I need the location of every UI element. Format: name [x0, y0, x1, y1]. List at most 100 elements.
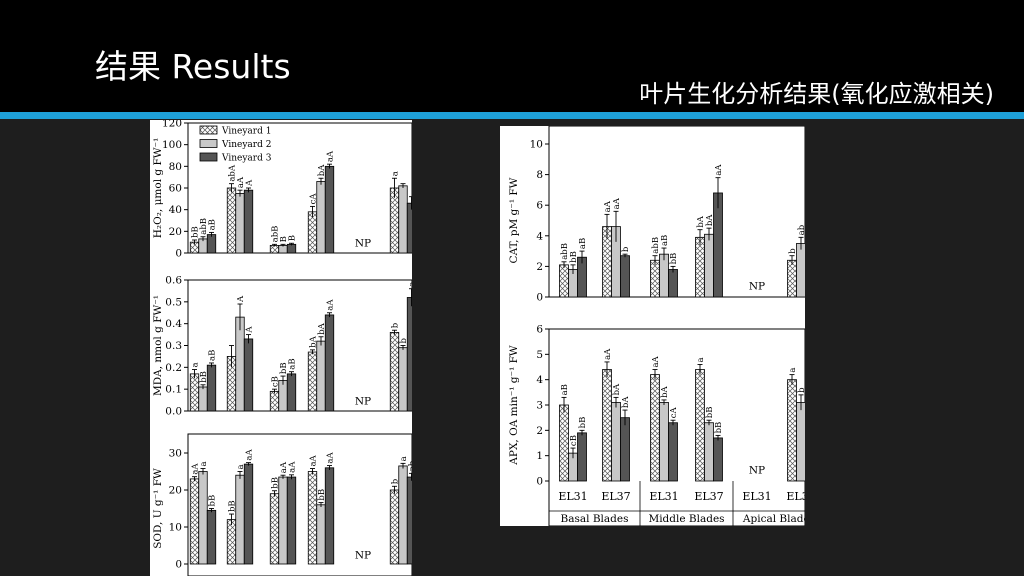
- bar: [602, 369, 612, 482]
- data-label: b: [399, 338, 409, 344]
- np-label: NP: [355, 238, 371, 250]
- slide-subtitle: 叶片生化分析结果(氧化应激相关): [639, 80, 994, 108]
- bar: [406, 202, 412, 254]
- bar: [787, 379, 797, 482]
- data-label: a: [199, 461, 209, 466]
- bar: [620, 417, 630, 482]
- x-tick-label: EL37: [601, 490, 630, 503]
- y-tick-label: 0: [536, 292, 543, 304]
- plot-frame: [548, 328, 805, 526]
- bar: [286, 373, 297, 412]
- bar: [286, 243, 297, 254]
- right-figure-panel: 0 2 4 6 8 10 CAT, pM g⁻¹ FW abB aA abB bA b bB aA aB bA…: [500, 126, 805, 526]
- bar: [198, 386, 208, 412]
- data-label: aB: [578, 238, 588, 249]
- y-tick-label: 5: [536, 349, 543, 361]
- data-label: bA: [660, 385, 670, 397]
- data-label: ab: [408, 460, 413, 471]
- header-accent-bar: [0, 112, 1024, 119]
- bar: [316, 504, 326, 565]
- data-label: bB: [271, 477, 281, 489]
- bar: [796, 243, 805, 298]
- data-label: aA: [236, 176, 246, 188]
- y-tick-label: 20: [169, 226, 182, 238]
- y-tick-label: 40: [169, 204, 182, 216]
- data-label: aA: [603, 348, 613, 360]
- bar: [796, 402, 805, 482]
- chart-cat: 0 2 4 6 8 10 CAT, pM g⁻¹ FW abB aA abB bA b bB aA aB bA…: [508, 126, 805, 304]
- bar: [278, 380, 288, 412]
- bar: [659, 402, 669, 482]
- bar: [695, 369, 705, 482]
- bar: [269, 245, 280, 254]
- bar: [316, 340, 326, 412]
- bar: [559, 264, 569, 298]
- bar: [559, 404, 569, 482]
- data-label: aB: [288, 358, 298, 369]
- y-tick-label: 10: [530, 139, 543, 151]
- y-tick-label: 0.5: [165, 296, 182, 308]
- data-label: aA: [603, 200, 613, 212]
- data-label: b: [788, 248, 798, 254]
- data-label: ab: [797, 224, 805, 235]
- y-axis-label: CAT, pM g⁻¹ FW: [508, 177, 520, 263]
- y-axis-label: SOD, U g⁻¹ FW: [152, 468, 164, 549]
- y-tick-label: 6: [536, 324, 543, 336]
- x-tick-label: EL31: [649, 490, 678, 503]
- data-label: abA: [228, 164, 238, 182]
- data-label: B: [279, 236, 289, 242]
- bar: [659, 253, 669, 298]
- bar: [398, 465, 408, 565]
- bar: [198, 471, 208, 565]
- data-label: bB: [569, 251, 579, 263]
- data-label: a: [408, 282, 413, 287]
- data-label: aA: [288, 461, 298, 473]
- group-label: Middle Blades: [648, 513, 724, 525]
- y-tick-label: 0.4: [165, 318, 182, 330]
- data-label: aA: [309, 454, 319, 466]
- data-label: aA: [326, 452, 336, 464]
- data-label: aB: [208, 219, 218, 230]
- bar: [243, 338, 254, 412]
- bar: [226, 519, 237, 565]
- data-label: bB: [578, 417, 588, 429]
- y-tick-label: 2: [536, 261, 543, 273]
- bar: [269, 493, 280, 565]
- data-label: B: [288, 235, 298, 241]
- data-label: bA: [309, 335, 319, 347]
- np-label: NP: [749, 280, 765, 292]
- data-label: aA: [714, 164, 724, 176]
- data-label: bB: [669, 253, 679, 265]
- y-tick-label: 2: [536, 425, 543, 437]
- y-tick-label: 120: [162, 120, 182, 130]
- y-tick-label: 0: [175, 559, 182, 571]
- data-label: aB: [660, 235, 670, 246]
- bar: [189, 478, 200, 565]
- bar: [620, 255, 630, 298]
- data-label: a: [191, 362, 201, 367]
- bar: [611, 402, 621, 482]
- data-label: aA: [612, 197, 622, 209]
- y-tick-label: 30: [169, 448, 182, 460]
- data-label: bB: [191, 226, 201, 238]
- bar: [243, 189, 254, 254]
- y-tick-label: 3: [536, 400, 543, 412]
- y-tick-label: 0.0: [165, 406, 182, 418]
- np-label: NP: [355, 395, 371, 407]
- data-label: aA: [279, 461, 289, 473]
- y-tick-label: 4: [536, 374, 543, 386]
- bar: [286, 476, 297, 565]
- bar: [226, 187, 237, 254]
- y-tick-label: 0.3: [165, 340, 182, 352]
- data-label: a: [788, 368, 798, 373]
- bar: [278, 476, 288, 565]
- data-label: bB: [228, 500, 238, 512]
- left-figure-panel: 0 20 40 60 80 100 120 H₂O₂, μmol g FW⁻¹ bB abA abB…: [150, 120, 412, 576]
- data-label: A: [245, 179, 255, 187]
- data-label: a: [399, 456, 409, 461]
- y-axis-label: APX, OA min⁻¹ g⁻¹ FW: [508, 345, 520, 466]
- y-tick-label: 1: [536, 450, 543, 462]
